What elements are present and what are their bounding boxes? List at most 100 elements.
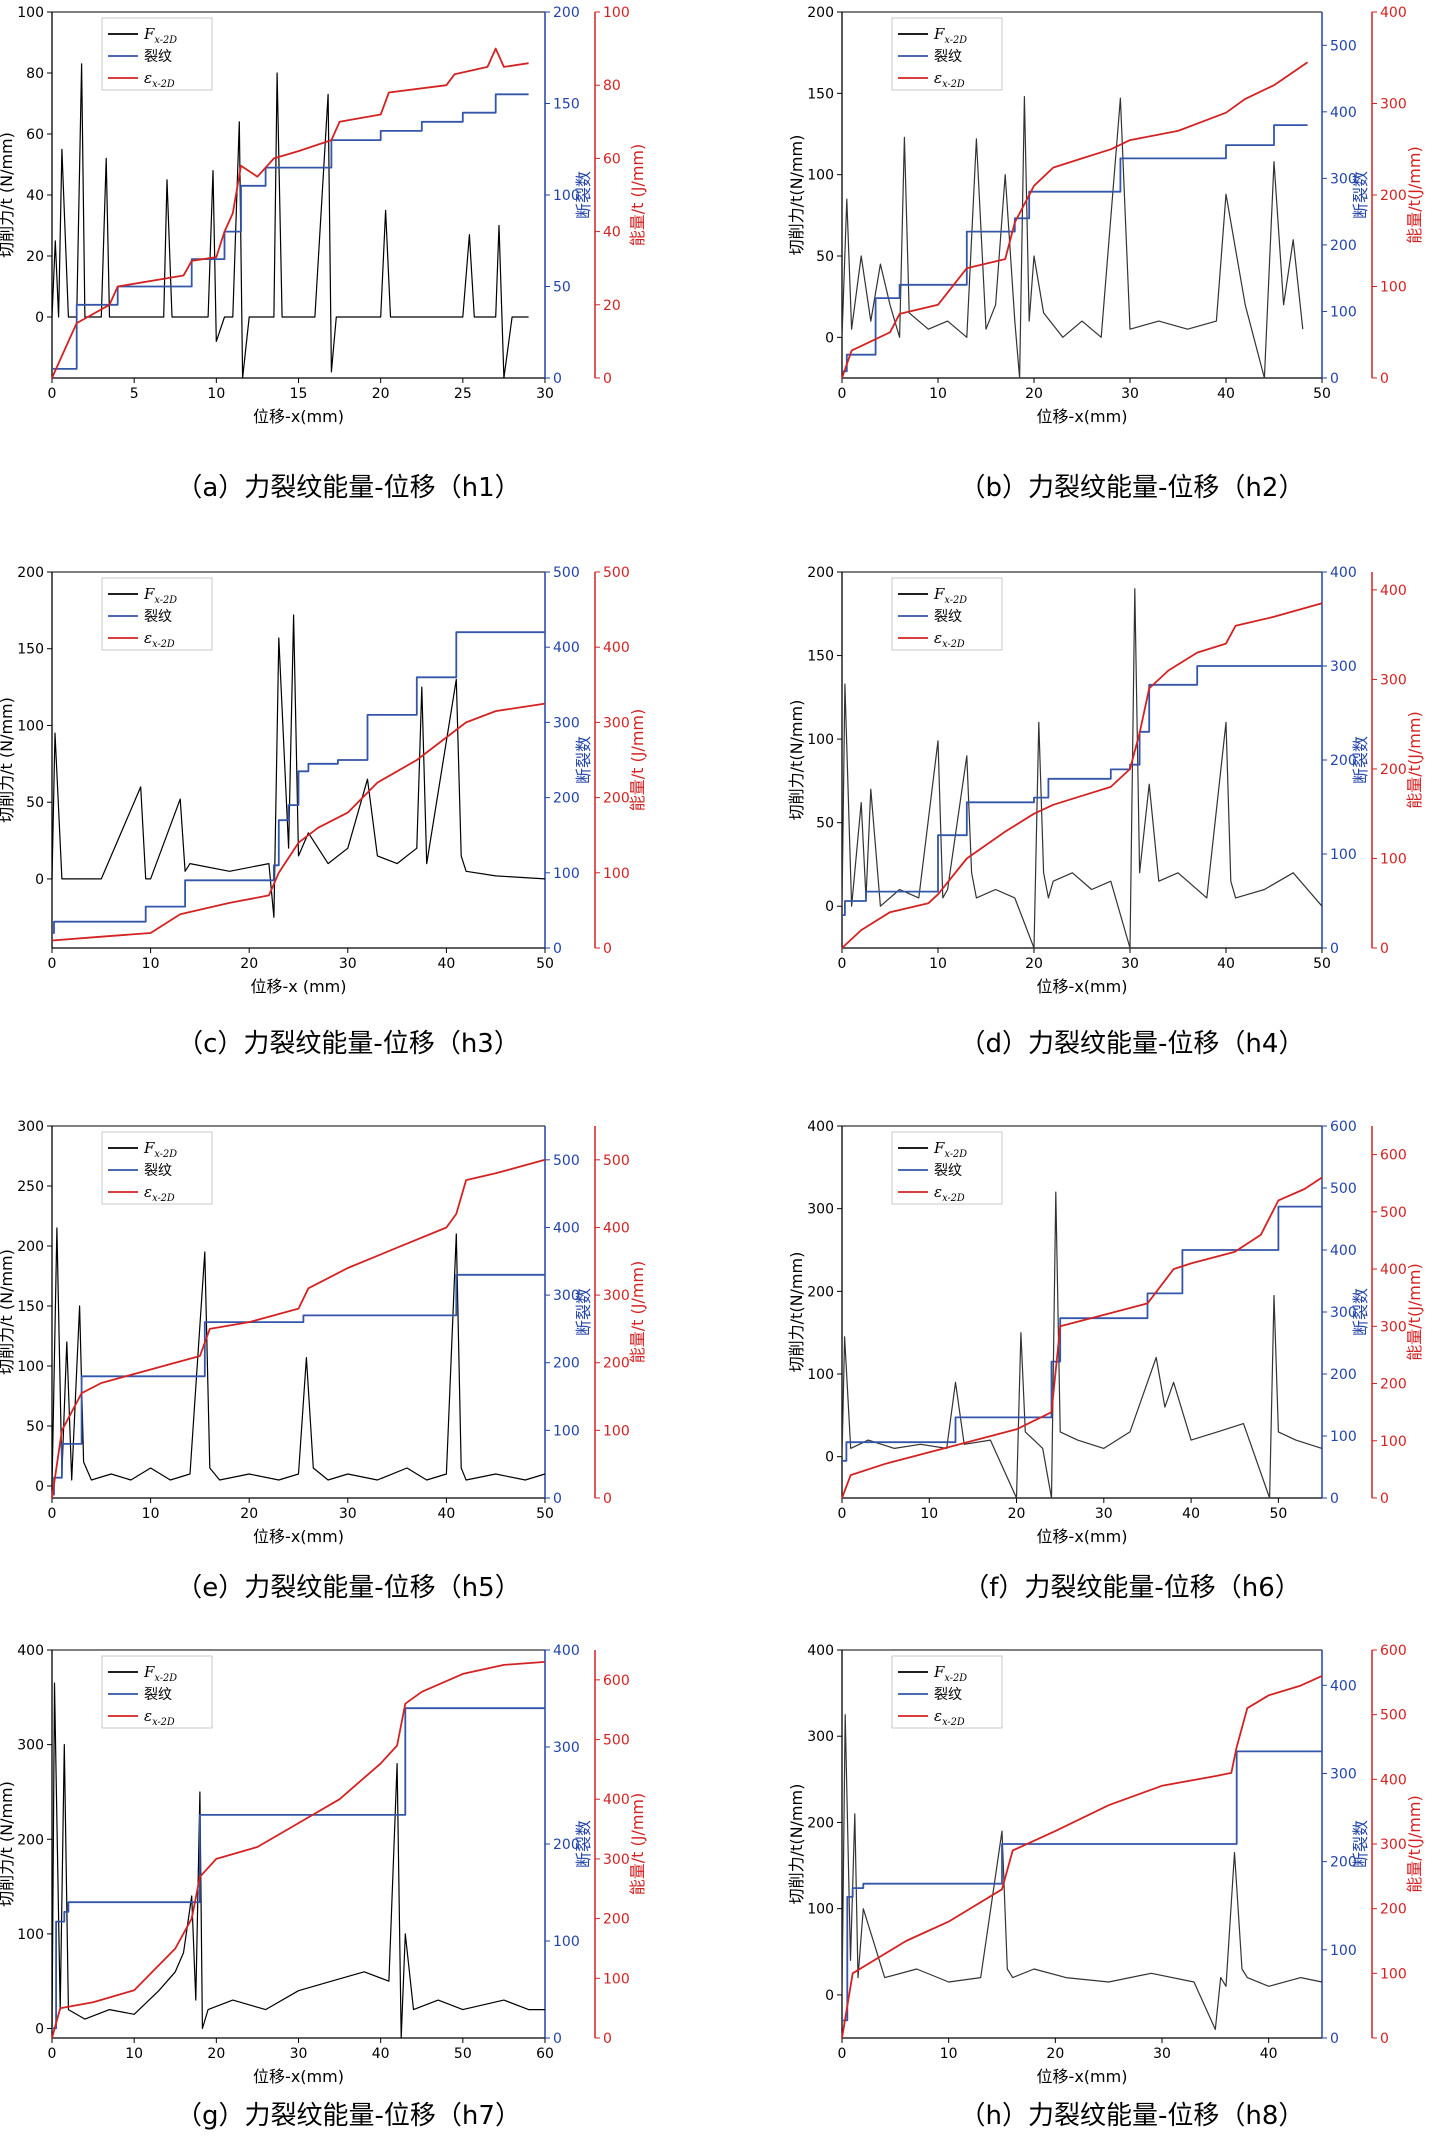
series-line-crack bbox=[842, 665, 1322, 916]
x-tick-label: 40 bbox=[437, 1506, 455, 1522]
y2-tick-label: 100 bbox=[1330, 1429, 1357, 1445]
y-tick-label: 100 bbox=[17, 5, 44, 21]
legend-label-3: εx-2D bbox=[934, 629, 965, 650]
x-tick-label: 10 bbox=[920, 1506, 938, 1522]
y3-tick-label: 200 bbox=[1380, 188, 1407, 204]
y-tick-label: 0 bbox=[35, 2022, 44, 2038]
y-tick-label: 150 bbox=[807, 86, 834, 102]
x-tick-label: 0 bbox=[48, 2046, 57, 2062]
series-line-force bbox=[51, 1227, 546, 1487]
x-tick-label: 0 bbox=[838, 956, 847, 972]
y3-tick-label: 0 bbox=[603, 1491, 612, 1507]
x-axis-label: 位移-x(mm) bbox=[253, 2067, 344, 2086]
y-tick-label: 100 bbox=[807, 1902, 834, 1918]
x-tick-label: 50 bbox=[1313, 386, 1331, 402]
series-line-energy bbox=[51, 702, 546, 942]
x-tick-label: 20 bbox=[240, 956, 258, 972]
x-tick-label: 10 bbox=[940, 2046, 958, 2062]
x-axis-label: 位移-x(mm) bbox=[1037, 2067, 1128, 2086]
legend-label-2: 裂纹 bbox=[144, 609, 172, 625]
x-tick-label: 30 bbox=[536, 386, 554, 402]
x-tick-label: 30 bbox=[339, 956, 357, 972]
legend-label-3: εx-2D bbox=[144, 1183, 175, 1204]
y2-tick-label: 300 bbox=[553, 1288, 580, 1304]
x-tick-label: 30 bbox=[290, 2046, 308, 2062]
y3-tick-label: 80 bbox=[603, 78, 621, 94]
y-tick-label: 50 bbox=[26, 1419, 44, 1435]
y3-tick-label: 200 bbox=[603, 1912, 630, 1928]
y3-tick-label: 100 bbox=[603, 1971, 630, 1987]
series-line-force bbox=[51, 1682, 545, 2039]
y-tick-label: 50 bbox=[26, 795, 44, 811]
y3-tick-label: 300 bbox=[1380, 672, 1407, 688]
chart-panel-8: 0 10 20 30 400100200300400010020030040001002… bbox=[787, 1643, 1424, 2131]
y2-tick-label: 600 bbox=[1330, 1119, 1357, 1135]
y2-tick-label: 0 bbox=[553, 1491, 562, 1507]
series-line-energy bbox=[841, 1176, 1323, 1499]
y3-axis-label: 能量/t(J/mm) bbox=[1405, 146, 1424, 243]
y3-tick-label: 100 bbox=[603, 5, 630, 21]
y-tick-label: 300 bbox=[807, 1729, 834, 1745]
y-tick-label: 50 bbox=[816, 249, 834, 265]
x-tick-label: 0 bbox=[48, 956, 57, 972]
x-tick-label: 60 bbox=[536, 2046, 554, 2062]
x-tick-label: 40 bbox=[1217, 386, 1235, 402]
y3-tick-label: 0 bbox=[1380, 941, 1389, 957]
y2-tick-label: 100 bbox=[1330, 1943, 1357, 1959]
series-line-force bbox=[841, 95, 1304, 379]
x-tick-label: 10 bbox=[142, 956, 160, 972]
chart-panel-6: 0 10 20 30 40 5001002003004000100200300400500… bbox=[787, 1119, 1424, 1603]
series-line-energy bbox=[841, 1675, 1323, 2039]
y3-tick-label: 100 bbox=[1380, 851, 1407, 867]
y-axis-label: 切削力/t (N/mm) bbox=[0, 697, 16, 823]
y-tick-label: 200 bbox=[17, 565, 44, 581]
x-tick-label: 20 bbox=[372, 386, 390, 402]
y-axis-label: 切削力/t(N/mm) bbox=[787, 1252, 806, 1373]
y2-tick-label: 300 bbox=[1330, 1305, 1357, 1321]
y-tick-label: 60 bbox=[26, 127, 44, 143]
y2-tick-label: 200 bbox=[1330, 1367, 1357, 1383]
legend-label-2: 裂纹 bbox=[934, 609, 962, 625]
legend-label-3: εx-2D bbox=[144, 629, 175, 650]
chart-panel-7: 0 10 20 30 40 50 60010020030040001002003004000… bbox=[0, 1643, 647, 2131]
y-tick-label: 300 bbox=[807, 1202, 834, 1218]
y2-tick-label: 0 bbox=[1330, 1491, 1339, 1507]
y-axis-label: 切削力/t(N/mm) bbox=[787, 1784, 806, 1905]
legend-label-1: Fx-2D bbox=[143, 1663, 177, 1684]
figure-caption: （a）力裂纹能量-位移（h1） bbox=[176, 473, 520, 503]
figure-caption: （d）力裂纹能量-位移（h4） bbox=[960, 1029, 1305, 1059]
y-tick-label: 0 bbox=[35, 872, 44, 888]
legend-label-1: Fx-2D bbox=[143, 25, 177, 46]
y3-axis-label: 能量/t (J/mm) bbox=[628, 1793, 647, 1896]
y-axis-label: 切削力/t (N/mm) bbox=[0, 132, 16, 258]
y2-axis-label: 断裂数 bbox=[574, 1288, 593, 1336]
x-tick-label: 20 bbox=[1025, 386, 1043, 402]
y3-tick-label: 500 bbox=[1380, 1205, 1407, 1221]
x-tick-label: 10 bbox=[929, 956, 947, 972]
y-axis-label: 切削力/t(N/mm) bbox=[787, 135, 806, 256]
y3-tick-label: 600 bbox=[1380, 1643, 1407, 1659]
y3-tick-label: 200 bbox=[603, 1356, 630, 1372]
x-tick-label: 50 bbox=[536, 956, 554, 972]
y2-tick-label: 400 bbox=[553, 1643, 580, 1659]
chart-panel-1: 0 5 10 15 20 25 300204060801000501001502000204… bbox=[0, 5, 647, 503]
x-axis-label: 位移-x(mm) bbox=[1037, 1527, 1128, 1546]
chart-panel-5: 0 10 20 30 40 5005010015020025030001002003004… bbox=[0, 1119, 647, 1603]
y-axis-label: 切削力/t (N/mm) bbox=[0, 1249, 16, 1375]
x-tick-label: 10 bbox=[142, 1506, 160, 1522]
series-line-crack bbox=[52, 631, 545, 934]
y-tick-label: 300 bbox=[17, 1738, 44, 1754]
y-tick-label: 150 bbox=[807, 649, 834, 665]
x-tick-label: 0 bbox=[48, 386, 57, 402]
y2-axis-label: 断裂数 bbox=[1351, 1288, 1370, 1336]
y2-tick-label: 400 bbox=[1330, 1678, 1357, 1694]
legend-label-2: 裂纹 bbox=[144, 1687, 172, 1703]
y-tick-label: 200 bbox=[807, 565, 834, 581]
x-axis-label: 位移-x(mm) bbox=[1037, 977, 1128, 996]
legend-label-1: Fx-2D bbox=[933, 1139, 967, 1160]
legend-label-2: 裂纹 bbox=[144, 1163, 172, 1179]
x-tick-label: 20 bbox=[207, 2046, 225, 2062]
y2-tick-label: 200 bbox=[553, 1356, 580, 1372]
y2-tick-label: 100 bbox=[553, 188, 580, 204]
